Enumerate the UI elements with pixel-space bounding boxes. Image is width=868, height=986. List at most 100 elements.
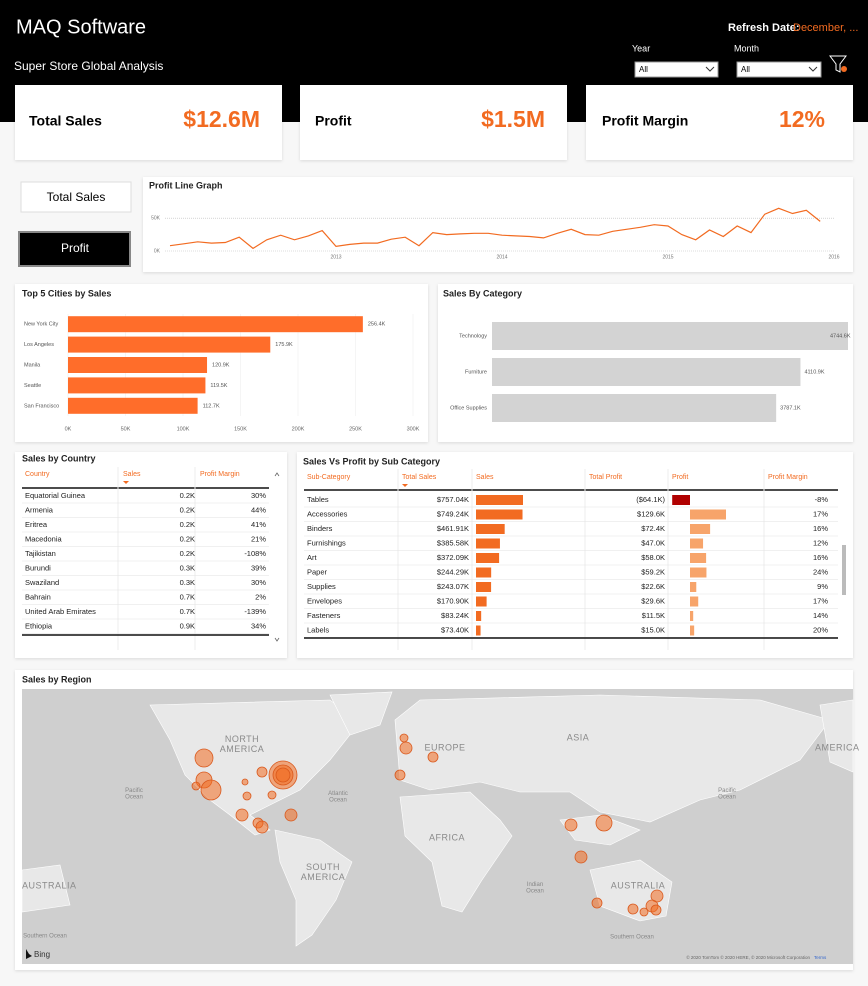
cell: -108% bbox=[244, 549, 266, 558]
map-label: Indian Ocean bbox=[526, 882, 544, 895]
month-select[interactable] bbox=[736, 61, 822, 78]
map-bubbles bbox=[191, 733, 664, 917]
y-tick-label: 50K bbox=[151, 215, 161, 221]
map-bubble bbox=[595, 814, 613, 832]
category-label: Manila bbox=[24, 362, 41, 368]
profit-bar bbox=[690, 509, 726, 520]
map-logo: Bing bbox=[34, 950, 50, 959]
cell: $757.04K bbox=[437, 495, 469, 504]
kpi-card bbox=[15, 85, 282, 160]
cell: $372.09K bbox=[437, 553, 469, 562]
south-america bbox=[274, 829, 353, 947]
cell: Burundi bbox=[25, 563, 51, 572]
column-header: Total Profit bbox=[589, 474, 622, 481]
map-bubble bbox=[191, 781, 201, 791]
america-wrap bbox=[819, 699, 854, 773]
toggle-button[interactable] bbox=[18, 231, 131, 267]
map-bubble bbox=[284, 808, 298, 822]
value-label: 3787.1K bbox=[780, 405, 801, 411]
cell: $243.07K bbox=[437, 582, 469, 591]
toggle-button[interactable] bbox=[20, 181, 132, 213]
cell: Eritrea bbox=[25, 520, 48, 529]
cell: $244.29K bbox=[437, 567, 469, 576]
kpi-card bbox=[586, 85, 853, 160]
profit-line-card bbox=[143, 177, 853, 272]
map-attribution: © 2020 TomTom © 2020 HERE, © 2020 Micros… bbox=[686, 954, 810, 960]
cell: $461.91K bbox=[437, 524, 469, 533]
sales-bar bbox=[476, 567, 492, 578]
map-label: EUROPE bbox=[424, 742, 465, 752]
year-select[interactable] bbox=[634, 61, 719, 78]
toggle-label: Total Sales bbox=[47, 190, 106, 204]
africa bbox=[399, 791, 513, 913]
cell: 30% bbox=[251, 578, 266, 587]
sales-bar bbox=[476, 524, 505, 534]
bar bbox=[68, 377, 206, 394]
category-label: Los Angeles bbox=[24, 342, 54, 348]
kpi-card bbox=[300, 85, 567, 160]
map-terms[interactable]: Terms bbox=[814, 955, 827, 960]
cell: 21% bbox=[251, 534, 266, 543]
cell: Furnishings bbox=[307, 538, 346, 547]
cell: 14% bbox=[813, 611, 828, 620]
map-bubble bbox=[235, 808, 249, 822]
profit-bar bbox=[690, 596, 699, 607]
map-bubble bbox=[194, 748, 214, 768]
category-label: Technology bbox=[459, 333, 487, 339]
bar bbox=[68, 336, 271, 353]
cell: 16% bbox=[813, 553, 828, 562]
cell: 24% bbox=[813, 567, 828, 576]
map-bubble bbox=[255, 820, 269, 834]
cell: 39% bbox=[251, 563, 266, 572]
value-label: 4110.9K bbox=[804, 369, 824, 375]
category-label: San Francisco bbox=[24, 403, 59, 409]
cell: Ethiopia bbox=[25, 621, 53, 630]
x-tick-label: 50K bbox=[121, 426, 131, 432]
map-label: Atlantic Ocean bbox=[328, 791, 348, 804]
column-header: Sales bbox=[123, 471, 141, 478]
cell: $15.0K bbox=[641, 625, 665, 634]
map-bubble bbox=[399, 741, 413, 755]
column-header: Profit bbox=[672, 474, 688, 481]
map-bubble bbox=[267, 790, 277, 800]
map-bubble bbox=[256, 766, 268, 778]
x-tick-label: 300K bbox=[407, 426, 420, 432]
land bbox=[21, 691, 854, 947]
value-label: 119.5K bbox=[210, 383, 227, 389]
value-label: 4744.6K bbox=[830, 333, 851, 339]
map-bubble bbox=[639, 907, 649, 917]
profit-line bbox=[169, 207, 821, 250]
map-bubble bbox=[200, 779, 222, 801]
cell: $72.4K bbox=[641, 524, 665, 533]
map-label: Southern Ocean bbox=[610, 935, 654, 941]
sales-bar bbox=[476, 625, 481, 636]
map-label: SOUTH AMERICA bbox=[301, 862, 346, 882]
map-bubble bbox=[650, 904, 662, 916]
clear-filter-icon[interactable] bbox=[829, 55, 847, 73]
scroll-arrow bbox=[274, 637, 280, 642]
category-label: New York City bbox=[24, 322, 58, 328]
y-tick-label: 0K bbox=[154, 248, 161, 254]
map-bubble bbox=[394, 769, 406, 781]
column-header: Profit Margin bbox=[768, 474, 808, 481]
chart-title: Profit Line Graph bbox=[149, 180, 223, 190]
x-tick-label: 200K bbox=[292, 426, 305, 432]
cell: $59.2K bbox=[641, 567, 665, 576]
column-header: Country bbox=[25, 471, 50, 478]
map-bubble bbox=[591, 897, 603, 909]
cell: 0.3K bbox=[180, 563, 195, 572]
map-label: AMERICA bbox=[815, 742, 860, 752]
x-tick-label: 250K bbox=[349, 426, 362, 432]
map-bubble bbox=[399, 733, 409, 743]
cell: Fasteners bbox=[307, 611, 341, 620]
cell: 0.7K bbox=[180, 607, 195, 616]
profit-bar bbox=[690, 524, 711, 534]
cell: $749.24K bbox=[437, 509, 469, 518]
profit-bar bbox=[672, 495, 690, 505]
cell: $22.6K bbox=[641, 582, 665, 591]
x-tick-label: 0K bbox=[65, 426, 72, 432]
chart-title: Top 5 Cities by Sales bbox=[22, 288, 111, 298]
column-header: Total Sales bbox=[402, 474, 437, 481]
scrollbar[interactable] bbox=[842, 545, 846, 595]
cell: Labels bbox=[307, 625, 329, 634]
